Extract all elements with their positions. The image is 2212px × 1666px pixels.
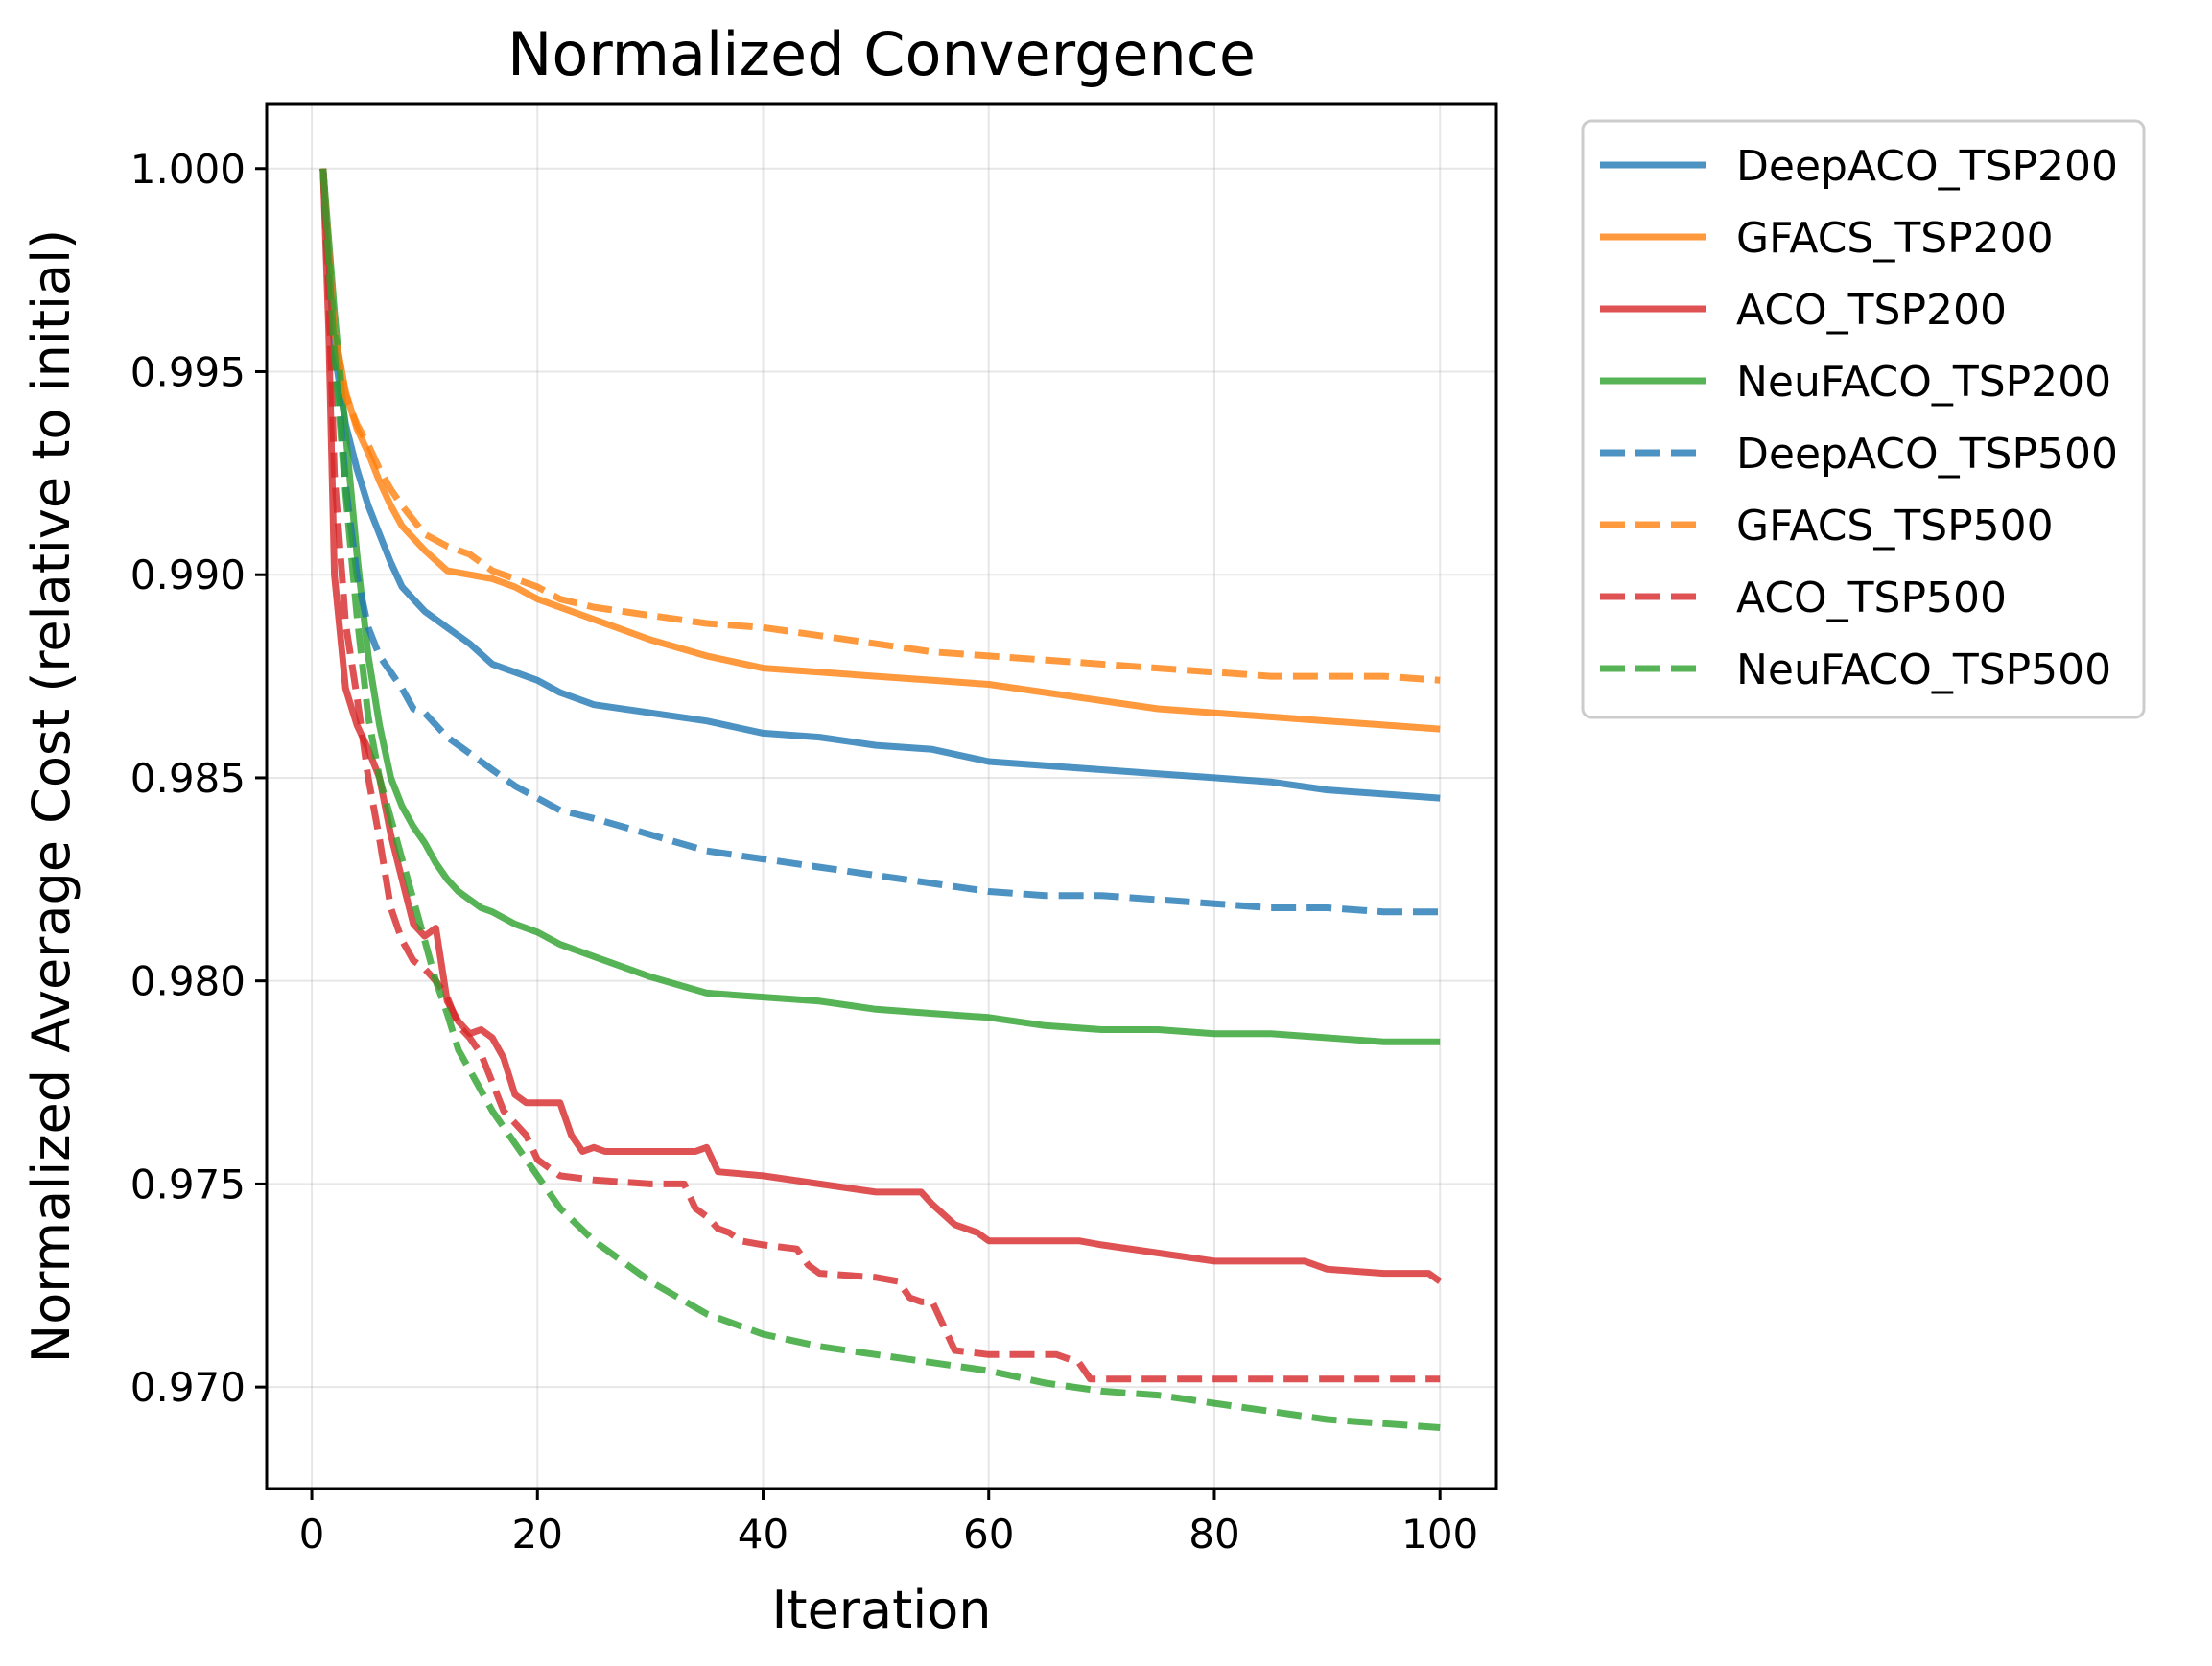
x-tick-label: 20 <box>512 1511 563 1558</box>
series-line-neufaco-tsp500 <box>319 168 1441 1431</box>
plot-frame <box>265 102 1498 1490</box>
x-tick-label: 80 <box>1188 1511 1239 1558</box>
series-line-gfacs-tsp200 <box>319 168 1441 733</box>
legend-item: DeepACO_TSP500 <box>1600 430 2118 479</box>
legend-label: NeuFACO_TSP200 <box>1736 358 2111 407</box>
legend-item: ACO_TSP500 <box>1600 574 2007 622</box>
axis-ticks: 0 20 40 60 80 100 0.970 0.975 0.980 0.985 0.990 0.9… <box>130 146 1479 1558</box>
legend-label: ACO_TSP200 <box>1736 286 2007 335</box>
y-tick-label: 0.995 <box>130 348 246 395</box>
legend-label: GFACS_TSP500 <box>1736 502 2054 551</box>
y-tick-label: 0.985 <box>130 755 246 802</box>
y-tick-label: 0.975 <box>130 1161 246 1208</box>
y-tick-label: 0.970 <box>130 1364 246 1411</box>
series-line-deepaco-tsp200 <box>319 168 1441 802</box>
x-tick-label: 100 <box>1401 1511 1478 1558</box>
grid <box>267 104 1496 1489</box>
legend-item: GFACS_TSP200 <box>1600 214 2054 263</box>
series-lines <box>319 168 1443 1431</box>
legend-item: DeepACO_TSP200 <box>1600 142 2118 191</box>
legend-items: DeepACO_TSP200 GFACS_TSP200 ACO_TSP200 NeuF… <box>1600 142 2118 694</box>
legend-item: NeuFACO_TSP200 <box>1600 358 2111 407</box>
series-line-gfacs-tsp500 <box>319 168 1441 684</box>
x-tick-label: 60 <box>963 1511 1014 1558</box>
legend-label: ACO_TSP500 <box>1736 574 2007 622</box>
legend-label: DeepACO_TSP500 <box>1736 430 2118 479</box>
legend-box <box>1581 119 2146 719</box>
x-tick-label: 0 <box>299 1511 325 1558</box>
y-tick-label: 0.980 <box>130 958 246 1005</box>
legend-item: ACO_TSP200 <box>1600 286 2007 335</box>
y-tick-label: 0.990 <box>130 551 246 598</box>
plot-area <box>267 104 1496 1489</box>
chart-title: Normalized Convergence <box>507 19 1256 89</box>
legend-item: NeuFACO_TSP500 <box>1600 645 2111 694</box>
legend-item: GFACS_TSP500 <box>1600 502 2054 551</box>
legend-label: GFACS_TSP200 <box>1736 214 2054 263</box>
legend: DeepACO_TSP200 GFACS_TSP200 ACO_TSP200 NeuF… <box>1581 119 2146 719</box>
series-line-aco-tsp200 <box>319 168 1443 1284</box>
series-line-aco-tsp500 <box>319 168 1441 1383</box>
y-axis-label: Normalized Average Cost (relative to ini… <box>21 229 82 1363</box>
legend-label: DeepACO_TSP200 <box>1736 142 2118 191</box>
legend-label: NeuFACO_TSP500 <box>1736 645 2111 694</box>
x-axis-label: Iteration <box>771 1580 991 1640</box>
x-tick-label: 40 <box>738 1511 788 1558</box>
series-line-deepaco-tsp500 <box>319 168 1441 916</box>
y-tick-label: 1.000 <box>130 146 246 193</box>
series-line-neufaco-tsp200 <box>319 168 1441 1045</box>
